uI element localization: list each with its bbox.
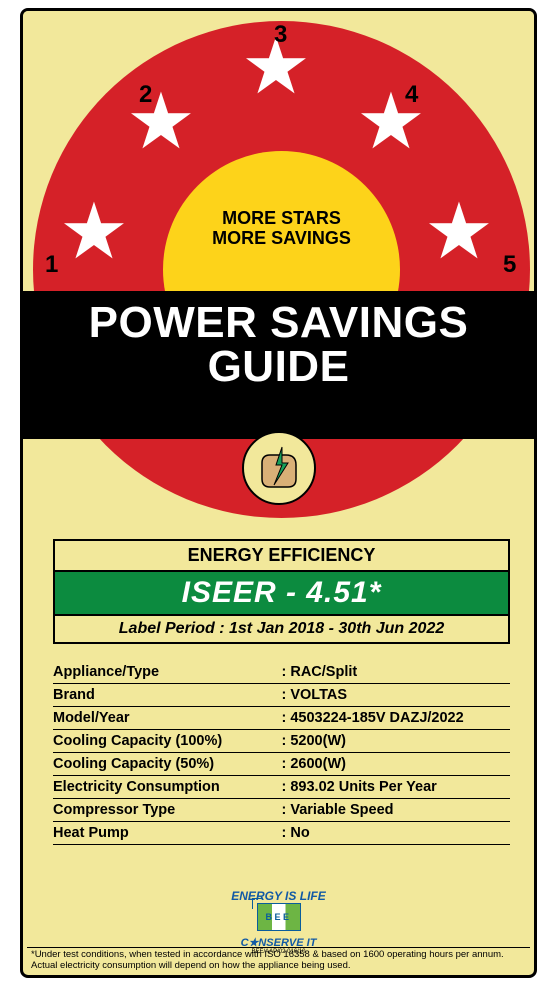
spec-key: Heat Pump [53,825,282,841]
spec-val: : VOLTAS [282,687,511,703]
spec-table: Appliance/Type : RAC/Split Brand : VOLTA… [53,661,510,845]
spec-key: Cooling Capacity (50%) [53,756,282,772]
fist-bolt-icon [254,443,304,493]
bee-tagline-top: ENERGY IS LIFE [23,889,534,903]
title-band: POWER SAVINGS GUIDE [23,291,534,439]
star-icon: ★ [126,76,196,167]
power-title-line1: POWER SAVINGS [23,301,534,345]
footnote: *Under test conditions, when tested in a… [27,947,530,973]
more-stars-text: MORE STARS MORE SAVINGS [163,209,400,249]
efficiency-box: ENERGY EFFICIENCY ISEER - 4.51* Label Pe… [53,539,510,644]
spec-val: : 5200(W) [282,733,511,749]
spec-val: : RAC/Split [282,664,511,680]
star-icon: ★ [59,186,129,277]
spec-val: : 2600(W) [282,756,511,772]
spec-row: Heat Pump : No [53,822,510,845]
more-stars-line2: MORE SAVINGS [212,228,351,248]
iseer-value: ISEER - 4.51* [55,572,508,616]
spec-val: : Variable Speed [282,802,511,818]
more-stars-line1: MORE STARS [222,208,341,228]
spec-key: Brand [53,687,282,703]
bee-box-icon: B E E [257,903,301,931]
spec-key: Compressor Type [53,802,282,818]
power-title-line2: GUIDE [23,345,534,389]
spec-val: : 893.02 Units Per Year [282,779,511,795]
spec-row: Cooling Capacity (50%) : 2600(W) [53,753,510,776]
star-number: 3 [274,21,287,49]
spec-row: Model/Year : 4503224-185V DAZJ/2022 [53,707,510,730]
spec-key: Electricity Consumption [53,779,282,795]
efficiency-heading: ENERGY EFFICIENCY [55,541,508,572]
star-icon: ★ [424,186,494,277]
spec-val: : No [282,825,511,841]
label-period: Label Period : 1st Jan 2018 - 30th Jun 2… [55,616,508,642]
spec-key: Appliance/Type [53,664,282,680]
bee-box-text: B E E [266,912,290,922]
spec-row: Electricity Consumption : 893.02 Units P… [53,776,510,799]
energy-label-card: MORE STARS MORE SAVINGS ★ ★ ★ ★ ★ 1 2 3 … [20,8,537,978]
spec-row: Compressor Type : Variable Speed [53,799,510,822]
star-number: 4 [405,81,418,109]
fist-logo-circle [242,431,316,505]
star-number: 5 [503,251,516,279]
top-arc-section: MORE STARS MORE SAVINGS ★ ★ ★ ★ ★ 1 2 3 … [23,11,534,311]
bee-logo-area: ENERGY IS LIFE B E E C★NSERVE IT BEE/AAP… [23,889,534,955]
spec-key: Model/Year [53,710,282,726]
star-number: 2 [139,81,152,109]
spec-row: Brand : VOLTAS [53,684,510,707]
spec-row: Appliance/Type : RAC/Split [53,661,510,684]
spec-val: : 4503224-185V DAZJ/2022 [282,710,511,726]
spec-key: Cooling Capacity (100%) [53,733,282,749]
star-number: 1 [45,251,58,279]
spec-row: Cooling Capacity (100%) : 5200(W) [53,730,510,753]
